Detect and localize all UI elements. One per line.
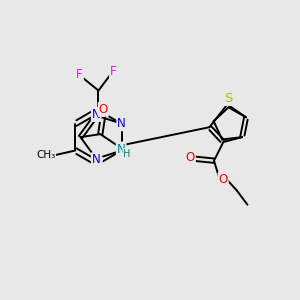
Text: N: N (93, 158, 102, 170)
Text: CH₃: CH₃ (36, 150, 55, 161)
Text: N: N (92, 108, 100, 121)
Text: H: H (123, 149, 131, 159)
Text: O: O (218, 173, 228, 186)
Text: N: N (92, 153, 100, 166)
Text: O: O (186, 151, 195, 164)
Text: F: F (110, 65, 117, 78)
Text: O: O (99, 103, 108, 116)
Text: F: F (76, 68, 83, 81)
Text: N: N (117, 117, 126, 130)
Text: S: S (224, 92, 232, 105)
Text: N: N (117, 142, 125, 155)
